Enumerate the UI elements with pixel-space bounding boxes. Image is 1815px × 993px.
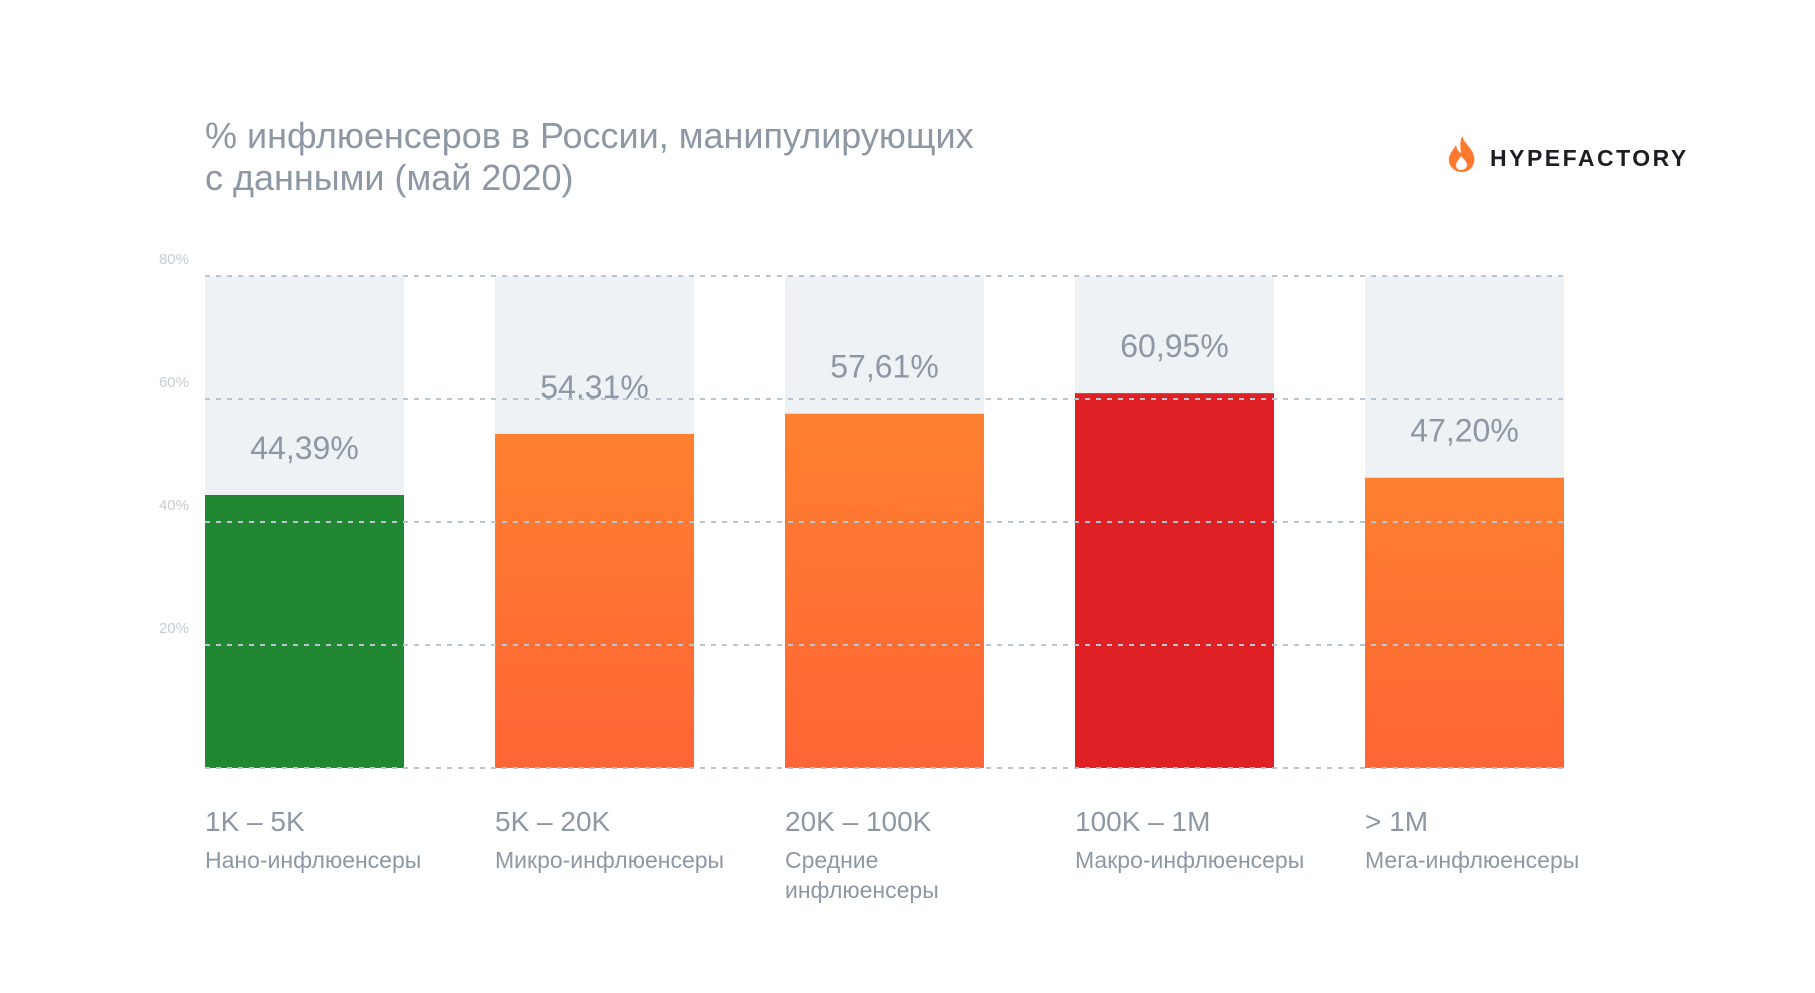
brand-name: HYPEFACTORY bbox=[1490, 145, 1689, 171]
bar bbox=[205, 495, 404, 768]
bar bbox=[495, 433, 694, 768]
value-label: 47,20% bbox=[1410, 413, 1519, 449]
brand-logo: HYPEFACTORY bbox=[1448, 136, 1689, 172]
category-sublabel: Мега-инфлюенсеры bbox=[1365, 847, 1579, 873]
value-label: 44,39% bbox=[250, 430, 359, 466]
y-tick-label: 80% bbox=[159, 251, 189, 268]
category-sublabel: Макро-инфлюенсеры bbox=[1075, 847, 1304, 873]
bars bbox=[205, 393, 1564, 768]
category-label: 20K – 100K bbox=[785, 806, 932, 837]
category-label: 1K – 5K bbox=[205, 806, 305, 837]
plot-area: 20% 40% 60% 80% 44,39% 54.31% 57,61% 60,95% 47,2… bbox=[159, 251, 1579, 903]
x-axis-labels: 1K – 5K Нано-инфлюенсеры 5K – 20K Микро-инф… bbox=[205, 806, 1579, 903]
category-sublabel: Микро-инфлюенсеры bbox=[495, 847, 724, 873]
y-tick-label: 40% bbox=[159, 497, 189, 514]
chart-title-line-1: % инфлюенсеров в России, манипулирующих bbox=[205, 115, 974, 156]
value-label: 57,61% bbox=[830, 349, 939, 385]
category-sublabel: Средние bbox=[785, 847, 878, 873]
chart-title: % инфлюенсеров в России, манипулирующих … bbox=[205, 115, 974, 198]
value-label: 60,95% bbox=[1120, 328, 1229, 364]
bar bbox=[1075, 393, 1274, 768]
value-label: 54.31% bbox=[540, 369, 649, 405]
y-tick-label: 60% bbox=[159, 374, 189, 391]
value-labels: 44,39% 54.31% 57,61% 60,95% 47,20% bbox=[250, 328, 1519, 466]
flame-icon bbox=[1448, 136, 1475, 172]
category-sublabel: Нано-инфлюенсеры bbox=[205, 847, 421, 873]
category-label: 5K – 20K bbox=[495, 806, 611, 837]
bar bbox=[1365, 477, 1564, 768]
bar bbox=[785, 413, 984, 768]
category-sublabel: инфлюенсеры bbox=[785, 877, 939, 903]
chart-title-line-2: с данными (май 2020) bbox=[205, 157, 573, 198]
y-tick-label: 20% bbox=[159, 620, 189, 637]
category-label: > 1M bbox=[1365, 806, 1428, 837]
category-label: 100K – 1M bbox=[1075, 806, 1210, 837]
y-axis-ticks: 20% 40% 60% 80% bbox=[159, 251, 189, 637]
